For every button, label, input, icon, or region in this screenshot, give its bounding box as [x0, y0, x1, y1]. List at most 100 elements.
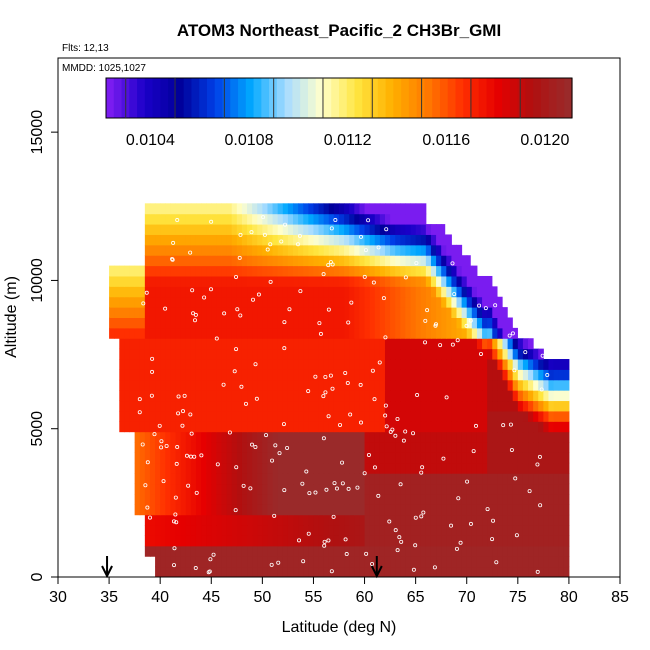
heatmap-cell: [400, 473, 406, 485]
heatmap-cell: [129, 307, 136, 318]
heatmap-cell: [395, 348, 401, 360]
heatmap-cell: [471, 379, 478, 391]
heatmap-cell: [390, 400, 396, 412]
heatmap-cell: [195, 504, 202, 516]
heatmap-cell: [185, 307, 192, 318]
heatmap-cell: [170, 255, 177, 267]
heatmap-cell: [543, 462, 549, 474]
heatmap-cell: [425, 493, 432, 505]
heatmap-cell: [522, 431, 529, 443]
sample-point: [363, 248, 368, 253]
heatmap-cell: [170, 504, 177, 516]
heatmap-cell: [165, 234, 171, 246]
heatmap-cell: [507, 421, 514, 433]
heatmap-cell: [328, 348, 335, 360]
sample-point: [145, 505, 150, 510]
heatmap-cell: [420, 566, 427, 578]
heatmap-cell: [441, 483, 447, 495]
sample-point: [268, 279, 273, 284]
sample-point: [419, 470, 424, 475]
heatmap-cell: [170, 493, 177, 505]
sample-point: [264, 433, 269, 438]
heatmap-cell: [395, 244, 401, 256]
heatmap-cell: [395, 338, 401, 350]
heatmap-cell: [323, 525, 330, 536]
heatmap-cell: [155, 213, 161, 225]
heatmap-cell: [384, 275, 391, 287]
heatmap-cell: [185, 410, 192, 422]
heatmap-cell: [185, 265, 192, 277]
heatmap-cell: [201, 348, 207, 360]
heatmap-cell: [441, 462, 447, 474]
heatmap-cell: [369, 514, 376, 526]
heatmap-cell: [471, 307, 478, 318]
heatmap-cell: [512, 535, 519, 547]
sample-point: [322, 543, 327, 548]
heatmap-cell: [190, 296, 197, 308]
heatmap-cell: [339, 275, 345, 287]
sample-point: [180, 409, 185, 414]
heatmap-cell: [241, 265, 248, 277]
heatmap-cell: [364, 514, 371, 526]
heatmap-cell: [528, 525, 534, 536]
heatmap-cell: [538, 566, 544, 578]
heatmap-cell: [522, 525, 529, 536]
heatmap-cell: [344, 442, 350, 453]
sample-point: [477, 303, 482, 308]
heatmap-cell: [451, 556, 458, 568]
heatmap-cell: [344, 265, 350, 277]
heatmap-cell: [134, 369, 141, 381]
heatmap-cell: [492, 566, 498, 578]
heatmap-cell: [180, 545, 187, 557]
heatmap-cell: [384, 213, 391, 225]
heatmap-cell: [139, 317, 146, 329]
heatmap-cell: [211, 390, 217, 402]
heatmap-cell: [333, 431, 340, 443]
sample-point: [362, 471, 367, 476]
heatmap-cell: [390, 442, 396, 453]
heatmap-cell: [497, 545, 503, 557]
heatmap-cell: [144, 545, 151, 557]
colorbar-segment: [370, 78, 379, 118]
heatmap-cell: [374, 473, 381, 485]
heatmap-cell: [374, 483, 381, 495]
heatmap-cell: [471, 390, 478, 402]
heatmap-cell: [124, 379, 131, 391]
heatmap-cell: [528, 379, 534, 391]
heatmap-cell: [144, 504, 151, 516]
heatmap-cell: [471, 525, 478, 536]
heatmap-cell: [374, 442, 381, 453]
sample-point: [239, 384, 244, 389]
heatmap-cell: [272, 410, 279, 422]
heatmap-cell: [170, 400, 177, 412]
heatmap-cell: [298, 421, 304, 433]
heatmap-cell: [303, 348, 309, 360]
heatmap-cell: [502, 566, 509, 578]
sample-point: [277, 451, 282, 456]
heatmap-cell: [374, 234, 381, 246]
heatmap-cell: [175, 234, 182, 246]
sample-point: [193, 566, 198, 571]
heatmap-cell: [369, 421, 376, 433]
heatmap-cell: [379, 307, 386, 318]
heatmap-cell: [502, 421, 509, 433]
sample-point: [340, 481, 345, 486]
heatmap-cell: [517, 421, 524, 433]
heatmap-cell: [190, 286, 197, 298]
sample-point: [137, 397, 142, 402]
heatmap-cell: [420, 203, 427, 215]
heatmap-cell: [144, 338, 151, 350]
heatmap-cell: [430, 514, 437, 526]
heatmap-cell: [487, 431, 493, 443]
heatmap-cell: [420, 421, 427, 433]
heatmap-cell: [471, 473, 478, 485]
heatmap-cell: [247, 359, 253, 370]
heatmap-cell: [216, 348, 222, 360]
heatmap-cell: [201, 286, 207, 298]
heatmap-cell: [563, 535, 570, 547]
heatmap-cell: [430, 545, 437, 557]
heatmap-cell: [384, 390, 391, 402]
heatmap-cell: [206, 400, 212, 412]
heatmap-cell: [384, 473, 391, 485]
heatmap-cell: [226, 566, 233, 578]
